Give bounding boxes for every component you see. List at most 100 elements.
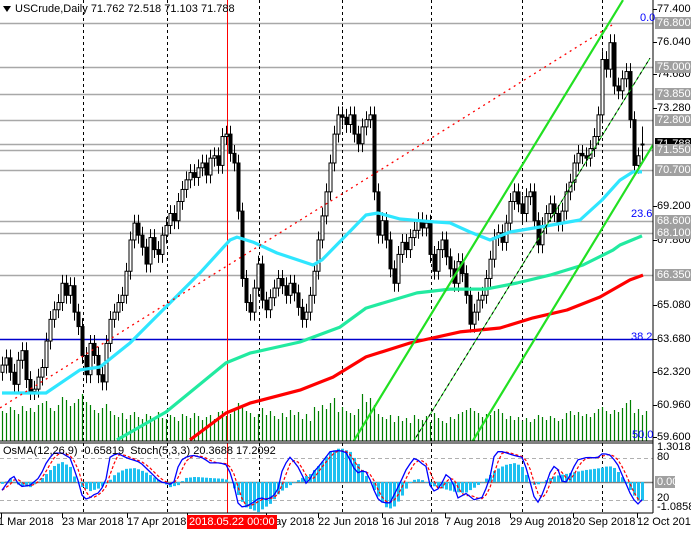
osma-bar [561, 474, 564, 482]
candle-bull [512, 191, 517, 202]
osma-bar [437, 482, 440, 488]
osma-bar [449, 482, 452, 491]
candle-bull [36, 376, 41, 390]
candle-bull [440, 239, 445, 251]
osma-bar [213, 478, 216, 482]
candle-bull [132, 222, 137, 241]
osma-bar [157, 479, 160, 482]
osma-bar [181, 481, 184, 482]
candle-bull [348, 114, 353, 125]
candle-bull [600, 59, 605, 116]
osma-bar [373, 482, 376, 491]
osma-bar [261, 482, 264, 510]
osma-bar [525, 474, 528, 482]
candle-bear [248, 302, 253, 313]
candle-bull [56, 302, 61, 311]
symbol-label: USCrude,Daily [15, 3, 88, 15]
price-label: 77.400 [657, 3, 691, 15]
candle-bull [68, 285, 73, 296]
price-label: 65.080 [657, 299, 691, 312]
fib-level-label: 38.2 [631, 331, 653, 343]
osma-bar [501, 466, 504, 482]
osma-bar [589, 469, 592, 482]
ma-slow-line [189, 273, 644, 441]
candle-bull [620, 78, 625, 92]
candle-bull [360, 126, 365, 145]
candle-bull [128, 239, 133, 272]
candle-bull [488, 258, 493, 279]
osma-bar [81, 482, 84, 487]
candle-bull [508, 200, 513, 224]
candle-bull [312, 270, 317, 296]
candle-bull [336, 114, 341, 135]
osma-bar [569, 473, 572, 482]
candle-bear [172, 213, 177, 222]
osma-bar [185, 477, 188, 482]
candle-bull [44, 340, 49, 368]
candle-bull [636, 155, 641, 166]
osma-bar [285, 482, 288, 488]
stoch-label: Stoch(5,3,3) [130, 445, 191, 457]
osma-bar [385, 482, 388, 508]
osma-bar [173, 482, 176, 487]
candle-bull [168, 213, 173, 227]
osma-bar [189, 477, 192, 482]
osma-bar [317, 466, 320, 482]
osc-scale-label: 80 [657, 451, 670, 463]
osma-bar [65, 464, 68, 482]
osma-bar [485, 478, 488, 482]
candle-bear [356, 133, 361, 145]
candle-bear [28, 379, 33, 393]
osma-bar [49, 470, 52, 482]
time-label: 22 Jun 2018 [318, 516, 379, 528]
oscillator-grid [0, 443, 653, 513]
candle-bull [328, 162, 333, 193]
candle-bull [484, 277, 489, 296]
osma-bar [153, 477, 156, 482]
candle-bear [8, 357, 13, 373]
osma-bar [553, 476, 556, 482]
candle-bull [48, 318, 53, 342]
osma-bar [313, 470, 316, 482]
candle-bear [80, 326, 85, 356]
candle-bear [100, 374, 105, 383]
price-label: 69.200 [657, 200, 691, 213]
candle-bull [524, 196, 529, 215]
osma-bar [137, 469, 140, 482]
osma-bar [329, 451, 332, 482]
candle-bear [536, 220, 541, 246]
price-label: 62.320 [657, 365, 691, 378]
level-price-label: 68.100 [655, 226, 691, 239]
osma-bar [69, 466, 72, 482]
osma-bar [229, 482, 232, 483]
time-label: 1 Mar 2018 [0, 516, 54, 528]
osma-bar [109, 479, 112, 482]
candle-bull [400, 241, 405, 255]
price-label: 73.280 [657, 102, 691, 115]
osma-bar [101, 482, 104, 487]
osma-bar [401, 482, 404, 496]
candle-bull [120, 294, 125, 304]
candle-bear [64, 282, 69, 296]
candle-bull [304, 311, 309, 320]
price-label: 59.600 [657, 431, 691, 444]
candle-bull [608, 42, 613, 70]
osma-bar [625, 482, 628, 484]
osma-bar [241, 482, 244, 502]
candle-bear [500, 232, 505, 243]
osma-bar [405, 482, 408, 489]
stoch-main-value: 20.3688 [193, 445, 233, 457]
stoch-signal-value: 17.2092 [236, 445, 276, 457]
candle-bear [12, 371, 17, 385]
candle-bull [492, 237, 497, 260]
osma-bar [325, 456, 328, 482]
dropdown-triangle-icon[interactable] [3, 6, 11, 13]
osma-bar [257, 482, 260, 513]
candle-bull [148, 237, 153, 265]
candle-bull [576, 152, 581, 164]
candle-bull [424, 222, 429, 229]
candle-bear [96, 354, 101, 376]
candle-bear [616, 85, 621, 92]
osma-bar [441, 482, 444, 489]
